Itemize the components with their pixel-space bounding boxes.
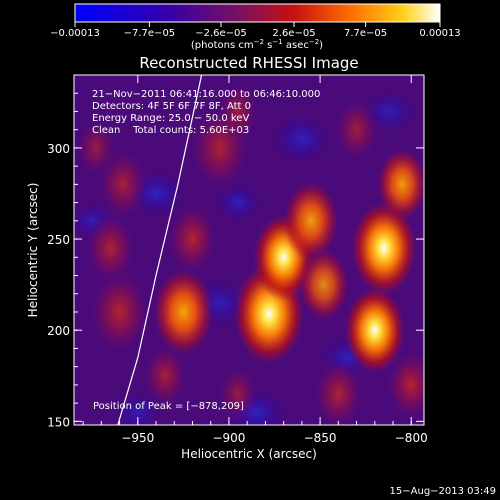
heatmap-source <box>376 147 424 221</box>
x-tick-label: −900 <box>212 431 245 445</box>
x-tick-label: −950 <box>121 431 154 445</box>
colorbar-gradient <box>74 3 441 23</box>
colorbar-tick-label: −2.6e−05 <box>195 28 247 39</box>
y-tick-label: 250 <box>47 233 70 247</box>
heatmap-source <box>282 180 340 261</box>
annotation-clean-counts: Clean Total counts: 5.60E+03 <box>92 125 249 136</box>
y-tick-label: 150 <box>47 415 70 429</box>
heatmap-source <box>84 211 136 285</box>
colorbar-tick-label: −0.00013 <box>50 28 100 39</box>
footer-timestamp: 15−Aug−2013 03:49 <box>390 486 496 497</box>
heatmap-source <box>312 357 364 425</box>
colorbar-tick-label: 2.6e−05 <box>272 28 315 39</box>
x-tick-label: −800 <box>395 431 428 445</box>
y-axis-label: Heliocentric Y (arcsec) <box>26 183 40 318</box>
x-axis-ticks: −950 −900 −850 −800 <box>82 75 428 445</box>
heatmap-source <box>75 118 117 178</box>
heatmap-source <box>385 348 424 422</box>
annotation-time-range: 21−Nov−2011 06:41:16.000 to 06:46:10.000 <box>92 89 320 100</box>
image-annotations: 21−Nov−2011 06:41:16.000 to 06:46:10.000… <box>92 89 320 412</box>
heatmap-source <box>298 248 350 322</box>
heatmap-minimum <box>272 115 332 163</box>
heatmap-image <box>74 75 424 425</box>
chart-title: Reconstructed RHESSI Image <box>139 54 358 72</box>
annotation-detectors: Detectors: 4F 5F 6F 7F 8F, Att 0 <box>92 101 251 112</box>
annotation-peak-position: Position of Peak = [−878,209] <box>93 401 244 412</box>
colorbar: −0.00013 −7.7e−05 −2.6e−05 2.6e−05 7.7e−05 0.… <box>50 3 461 51</box>
x-tick-label: −850 <box>304 431 337 445</box>
heatmap-source <box>166 202 219 276</box>
colorbar-ticks: −0.00013 −7.7e−05 −2.6e−05 2.6e−05 7.7e−05 0.… <box>50 22 461 39</box>
y-tick-label: 200 <box>47 324 70 338</box>
heatmap-source <box>333 96 380 163</box>
heatmap-sources <box>74 82 424 425</box>
heatmap-source <box>88 268 151 356</box>
colorbar-tick-label: 0.00013 <box>419 28 460 39</box>
plot-frame <box>73 74 425 426</box>
annotation-energy-range: Energy Range: 25.0 − 50.0 keV <box>92 113 249 124</box>
heatmap-minimum <box>214 183 262 222</box>
colorbar-tick-label: −7.7e−05 <box>124 28 176 39</box>
heatmap-source <box>142 342 189 409</box>
y-axis-ticks: 150 200 250 300 <box>47 74 424 429</box>
colorbar-tick-label: 7.7e−05 <box>344 28 387 39</box>
y-tick-label: 300 <box>47 142 70 156</box>
heatmap-source <box>217 82 259 141</box>
solar-limb-line <box>117 75 203 425</box>
x-axis-label: Heliocentric X (arcsec) <box>181 447 317 461</box>
heatmap-source <box>344 286 406 374</box>
heatmap-source <box>217 364 259 424</box>
heatmap-source <box>350 200 418 296</box>
colorbar-unit-label: (photons cm−2 s−1 asec−2) <box>191 38 323 51</box>
heatmap-source <box>152 268 214 356</box>
